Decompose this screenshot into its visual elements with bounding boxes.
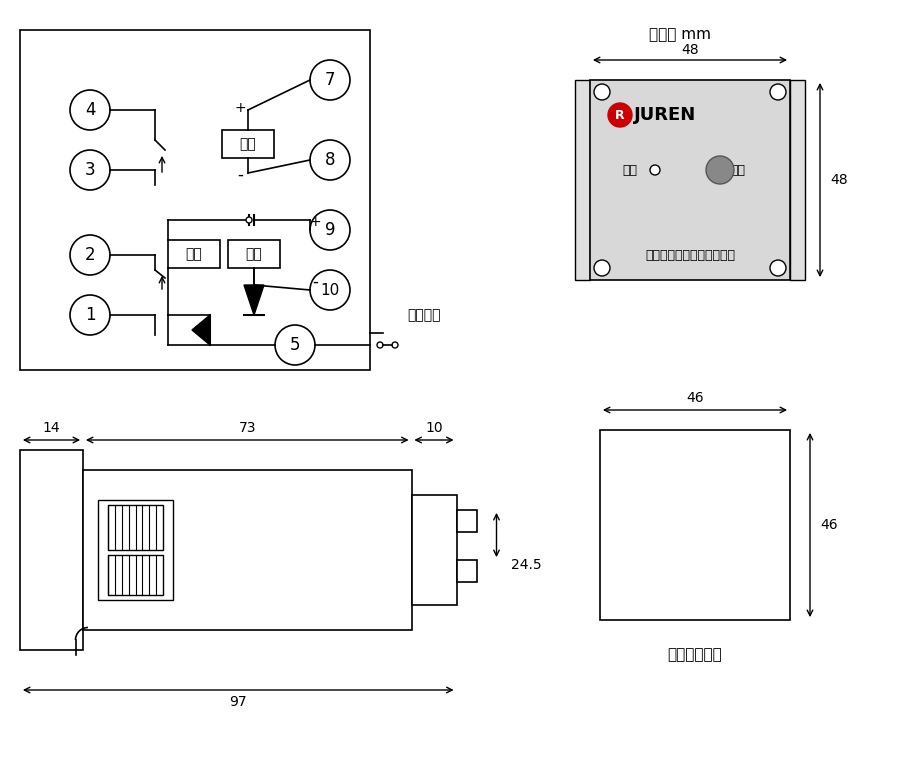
Circle shape xyxy=(310,140,350,180)
Text: 2: 2 xyxy=(85,246,95,264)
Text: 14: 14 xyxy=(42,421,60,435)
Bar xyxy=(600,430,790,620)
Text: 启动: 启动 xyxy=(239,137,256,151)
Bar xyxy=(20,450,83,650)
Text: 10: 10 xyxy=(320,282,339,297)
Bar xyxy=(228,240,280,268)
Circle shape xyxy=(246,217,252,223)
Text: 复位: 复位 xyxy=(730,163,745,177)
Text: 7: 7 xyxy=(325,71,335,89)
Circle shape xyxy=(310,60,350,100)
Polygon shape xyxy=(244,285,264,315)
Bar xyxy=(456,510,476,532)
Text: 1: 1 xyxy=(85,306,95,324)
Text: 3: 3 xyxy=(85,161,95,179)
Text: 上海聚仁电力科技有限公司: 上海聚仁电力科技有限公司 xyxy=(645,248,735,261)
Text: +: + xyxy=(234,101,246,115)
Bar xyxy=(222,130,274,158)
Text: 9: 9 xyxy=(325,221,335,239)
Text: 5: 5 xyxy=(290,336,301,354)
Circle shape xyxy=(70,235,110,275)
Bar xyxy=(20,30,370,370)
Bar xyxy=(456,560,476,582)
Bar xyxy=(83,470,411,630)
Text: 动作: 动作 xyxy=(623,163,637,177)
Text: 4: 4 xyxy=(85,101,95,119)
Text: 48: 48 xyxy=(830,173,848,187)
Polygon shape xyxy=(192,315,210,345)
Text: 48: 48 xyxy=(681,43,698,57)
Text: +: + xyxy=(310,215,320,229)
Text: 单位： mm: 单位： mm xyxy=(649,27,711,43)
Circle shape xyxy=(310,210,350,250)
Text: JUREN: JUREN xyxy=(634,106,696,124)
Text: -: - xyxy=(312,273,318,291)
Text: 远方复归: 远方复归 xyxy=(407,308,440,322)
Bar xyxy=(575,80,590,280)
Text: -: - xyxy=(237,166,243,184)
Circle shape xyxy=(706,156,734,184)
Circle shape xyxy=(650,165,660,175)
Circle shape xyxy=(70,90,110,130)
Circle shape xyxy=(608,103,632,127)
Bar xyxy=(108,505,163,550)
Circle shape xyxy=(594,260,610,276)
Circle shape xyxy=(70,150,110,190)
Text: 辅源: 辅源 xyxy=(246,247,263,261)
Text: 73: 73 xyxy=(238,421,256,435)
Text: 97: 97 xyxy=(230,695,248,709)
Circle shape xyxy=(594,84,610,100)
Text: R: R xyxy=(616,108,625,121)
Bar xyxy=(108,555,163,595)
Text: 8: 8 xyxy=(325,151,335,169)
Bar xyxy=(790,80,805,280)
Circle shape xyxy=(392,342,398,348)
Text: 复归: 复归 xyxy=(185,247,202,261)
Circle shape xyxy=(377,342,383,348)
Circle shape xyxy=(770,260,786,276)
Circle shape xyxy=(770,84,786,100)
Text: 46: 46 xyxy=(820,518,838,532)
Text: 10: 10 xyxy=(425,421,443,435)
Bar xyxy=(590,80,790,280)
Text: 46: 46 xyxy=(686,391,704,405)
Circle shape xyxy=(310,270,350,310)
Bar xyxy=(411,495,456,605)
Bar xyxy=(98,500,173,600)
Text: 24.5: 24.5 xyxy=(511,558,542,572)
Circle shape xyxy=(275,325,315,365)
Circle shape xyxy=(70,295,110,335)
Text: 面板开孔尺娱: 面板开孔尺娱 xyxy=(668,647,723,663)
Bar xyxy=(168,240,220,268)
